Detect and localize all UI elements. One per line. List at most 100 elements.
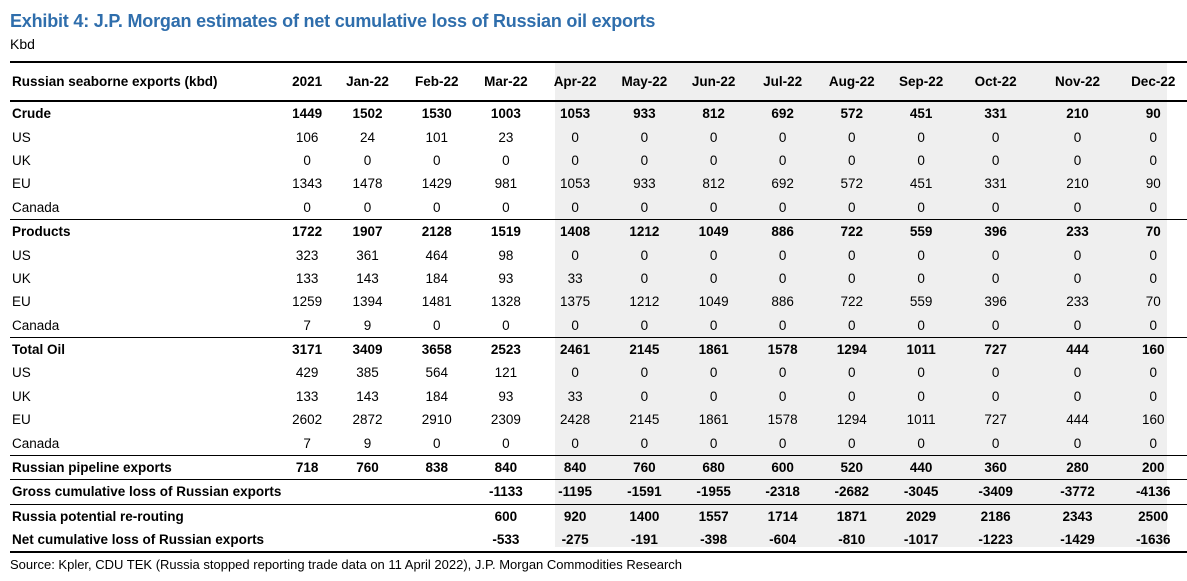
table-cell: 0	[991, 388, 1000, 404]
row-label: Canada	[12, 435, 60, 451]
table-row: Net cumulative loss of Russian exports -5…	[10, 528, 1187, 554]
table-cell: 1502	[352, 106, 383, 122]
table-cell: 451	[909, 106, 933, 122]
table-cell: 1343	[292, 176, 323, 192]
table-cell: 360	[955, 454, 1036, 480]
table-cell: 0	[571, 247, 579, 263]
table-cell: 2343	[1035, 503, 1120, 529]
table-cell: 0	[709, 388, 718, 404]
table-cell: 440	[886, 454, 956, 480]
table-cell: 0	[502, 199, 510, 215]
table-cell: 840	[471, 454, 541, 480]
table-cell: 0	[1073, 270, 1082, 286]
column-header: Feb-22	[402, 61, 472, 102]
source-note: Source: Kpler, CDU TEK (Russia stopped r…	[10, 557, 683, 572]
table-cell: 0	[991, 317, 1000, 333]
table-cell: 0	[640, 152, 649, 168]
table-cell: 0	[1149, 388, 1157, 404]
row-label: Crude	[12, 106, 52, 122]
table-cell: 1400	[609, 503, 680, 529]
table-cell: 1429	[421, 176, 452, 192]
table-cell: -1429	[1035, 528, 1120, 554]
table-cell: 0	[778, 199, 787, 215]
table-row: Gross cumulative loss of Russian exports…	[10, 479, 1187, 505]
table-cell: -2682	[817, 479, 887, 505]
table-cell: 1294	[836, 412, 867, 428]
table-cell: 233	[1066, 294, 1089, 310]
table-cell: 233	[1035, 218, 1120, 244]
table-cell: 9	[363, 317, 372, 333]
table-cell: -3045	[886, 479, 956, 505]
table-cell: 280	[1035, 454, 1120, 480]
table-cell: 0	[1149, 129, 1157, 145]
table-cell: 1212	[609, 218, 680, 244]
table-cell: 1011	[906, 412, 936, 428]
row-label: Canada	[12, 199, 60, 215]
table-cell: 0	[1149, 435, 1157, 451]
row-label: Gross cumulative loss of Russian exports	[10, 479, 282, 505]
table-cell: 722	[817, 218, 887, 244]
table-cell: 33	[567, 270, 583, 286]
table-row: Products 1722 1907 2128 1519 1408 1212 1049 886 7…	[10, 218, 1187, 244]
table-cell: 0	[571, 152, 579, 168]
table-cell: 0	[778, 365, 787, 381]
table-cell: 0	[571, 129, 579, 145]
table-cell: 0	[709, 270, 718, 286]
table-cell: 1375	[560, 294, 591, 310]
table-cell: 812	[702, 176, 725, 192]
table-cell: 0	[1073, 388, 1082, 404]
table-cell: 760	[609, 454, 680, 480]
row-label: EU	[12, 412, 31, 428]
table-cell: 520	[817, 454, 887, 480]
table-cell: 0	[917, 388, 925, 404]
table-cell: 1394	[352, 294, 383, 310]
table-cell: 0	[502, 435, 510, 451]
table-cell: 1871	[817, 503, 887, 529]
table-cell: 0	[917, 129, 925, 145]
column-header: Mar-22	[471, 61, 541, 102]
table-cell: -1017	[886, 528, 956, 554]
table-cell: 1259	[292, 294, 323, 310]
table-cell: -1591	[609, 479, 680, 505]
table-cell: 0	[1073, 365, 1082, 381]
table-cell: 0	[917, 365, 925, 381]
table-cell: 933	[633, 106, 656, 122]
table-cell: 0	[917, 247, 925, 263]
table-cell: 0	[303, 152, 311, 168]
table-cell: 600	[748, 454, 818, 480]
table-cell: 200	[1119, 454, 1187, 480]
table-cell: 133	[295, 388, 319, 404]
table-cell: 0	[709, 129, 718, 145]
table-cell: 692	[771, 106, 794, 122]
table-cell: 0	[847, 435, 856, 451]
table-cell: 1003	[490, 106, 521, 122]
table-row: Canada 0 0 0 0 0 0 0 0 0 0 0 0 0	[10, 196, 1187, 220]
table-cell: 1861	[679, 336, 749, 362]
table-row: Russian pipeline exports 718 760 838 840 840 7…	[10, 454, 1187, 480]
table-cell: 1049	[698, 294, 729, 310]
table-row: EU 1259 1394 1481 1328 1375 1212 1049 886 722 559 3…	[10, 290, 1187, 313]
row-label: US	[12, 365, 31, 381]
table-cell: 0	[640, 199, 649, 215]
table-cell: 1530	[421, 106, 452, 122]
table-cell	[281, 528, 333, 554]
table-cell: -1195	[540, 479, 610, 505]
table-cell: 3658	[402, 336, 472, 362]
table-cell: 0	[432, 435, 441, 451]
table-cell: 0	[778, 317, 787, 333]
table-cell: 981	[494, 176, 518, 192]
table-cell: 564	[425, 365, 448, 381]
table-cell: 0	[432, 199, 441, 215]
table-cell: 0	[1073, 129, 1082, 145]
table-cell: 0	[709, 317, 718, 333]
table-cell: -1636	[1119, 528, 1187, 554]
table-cell: 0	[847, 129, 856, 145]
table-row: UK 133 143 184 93 33 0 0 0 0 0 0 0 0	[10, 385, 1187, 408]
table-cell: 0	[640, 129, 649, 145]
table-body: Crude 1449 1502 1530 1003 1053 933 812 692 572 451…	[10, 101, 1187, 554]
table-cell: 2872	[352, 412, 383, 428]
table-cell: 210	[1066, 106, 1089, 122]
table-cell: 920	[540, 503, 610, 529]
table-cell: 1578	[748, 336, 818, 362]
table-cell: 1212	[629, 294, 660, 310]
